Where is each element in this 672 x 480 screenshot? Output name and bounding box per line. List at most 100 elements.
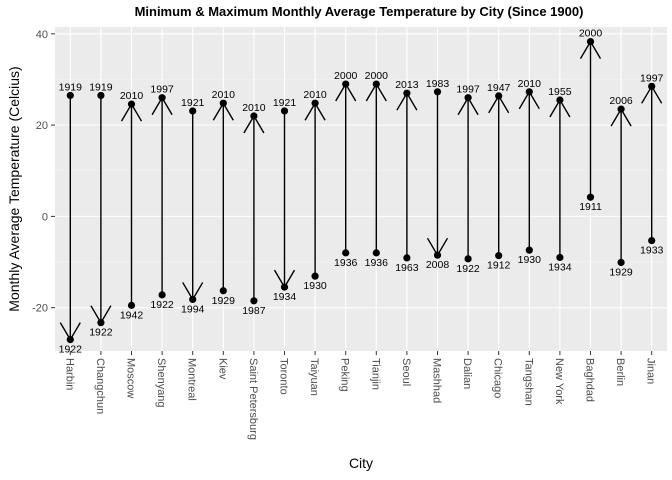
x-tick-label: Taiyuan (308, 358, 320, 396)
x-tick-label: Montreal (186, 358, 198, 401)
data-marks: 1919 1922 1919 1922 2010 1942 1997 1922 1921 1994… (59, 28, 664, 356)
y-tick-label: 20 (36, 120, 48, 132)
min-point (464, 255, 472, 263)
x-tick-label: Mashhad (431, 358, 443, 403)
min-point (189, 295, 197, 304)
max-year-label: 2000 (579, 28, 603, 40)
max-year-label: 1997 (150, 84, 174, 96)
min-year-label: 1994 (181, 303, 205, 315)
x-tick-label: Changchun (94, 358, 106, 414)
min-point (586, 193, 595, 201)
x-tick-label: Toronto (278, 358, 290, 395)
max-year-label: 1997 (640, 72, 664, 84)
x-tick-label: Chicago (492, 358, 504, 398)
min-point (127, 301, 136, 309)
max-year-label: 2010 (212, 89, 236, 101)
x-tick-label: Kiev (216, 358, 228, 380)
max-point (311, 99, 319, 107)
max-year-label: 1921 (273, 97, 297, 109)
max-point (342, 80, 350, 88)
min-year-label: 2008 (426, 259, 450, 271)
max-point (525, 88, 533, 96)
y-axis: -20 0 20 40 (32, 29, 55, 315)
max-point (617, 105, 625, 113)
x-tick-label: Seoul (400, 358, 412, 386)
x-tick-label: Tangshan (522, 358, 534, 406)
max-year-label: 2010 (242, 102, 266, 114)
min-point (433, 251, 442, 259)
max-year-label: 2000 (365, 70, 389, 82)
min-year-label: 1936 (334, 257, 358, 269)
max-point (66, 91, 74, 100)
plot-panel (55, 27, 667, 351)
min-year-label: 1922 (89, 327, 113, 339)
max-year-label: 1919 (89, 81, 113, 93)
max-year-label: 2010 (303, 89, 327, 101)
x-tick-label: Peking (339, 358, 351, 392)
min-point (617, 258, 625, 267)
min-year-label: 1936 (365, 257, 389, 269)
max-point (648, 82, 656, 90)
min-point (525, 246, 533, 254)
y-tick-label: 0 (42, 211, 48, 223)
min-point (66, 335, 74, 344)
min-point (403, 254, 411, 262)
min-year-label: 1912 (487, 260, 511, 272)
max-year-label: 2006 (609, 95, 633, 107)
x-axis-title: City (349, 455, 373, 471)
min-year-label: 1933 (640, 245, 664, 257)
min-year-label: 1930 (303, 280, 327, 292)
max-year-label: 1947 (487, 82, 511, 94)
max-point (495, 92, 503, 100)
x-tick-label: Moscow (125, 358, 137, 398)
min-year-label: 1963 (395, 262, 419, 274)
max-year-label: 1919 (59, 81, 83, 93)
min-point (556, 253, 564, 262)
min-year-label: 1934 (548, 261, 572, 273)
x-tick-label: Jinan (645, 358, 657, 384)
min-point (311, 272, 319, 280)
max-point (97, 91, 105, 100)
min-point (158, 291, 166, 299)
max-year-label: 2010 (120, 90, 144, 102)
max-point (158, 94, 166, 102)
max-year-label: 1983 (426, 78, 450, 90)
min-year-label: 1922 (59, 344, 83, 356)
max-year-label: 1997 (456, 84, 480, 96)
max-year-label: 2013 (395, 79, 419, 91)
min-year-label: 1922 (456, 263, 480, 275)
x-tick-label: Dalian (461, 358, 473, 389)
max-point (250, 112, 258, 120)
max-point (464, 94, 472, 102)
max-point (403, 89, 411, 97)
min-year-label: 1934 (273, 291, 297, 303)
max-point (586, 38, 595, 46)
max-point (219, 99, 227, 107)
min-point (219, 287, 227, 295)
x-tick-label: Berlin (614, 358, 626, 386)
min-year-label: 1987 (242, 305, 266, 317)
x-tick-label: Harbin (63, 358, 75, 390)
min-point (250, 297, 258, 305)
max-year-label: 1955 (548, 86, 572, 98)
min-year-label: 1922 (150, 299, 174, 311)
x-tick-label: Baghdad (584, 358, 596, 402)
y-tick-label: 40 (36, 29, 48, 41)
min-point (495, 252, 503, 260)
max-year-label: 2000 (334, 70, 358, 82)
y-axis-title: Monthly Average Temperature (Celcius) (6, 66, 22, 311)
y-tick-label: -20 (32, 303, 48, 315)
min-point (342, 249, 350, 257)
x-axis: Harbin Changchun Moscow Shenyang Montreal Kie… (63, 351, 657, 440)
x-tick-label: Shenyang (155, 358, 167, 408)
min-year-label: 1929 (609, 266, 633, 278)
max-point (189, 107, 197, 115)
min-point (648, 236, 656, 245)
minor-grid (55, 79, 667, 263)
min-year-label: 1942 (120, 309, 144, 321)
min-year-label: 1911 (579, 201, 602, 213)
max-year-label: 1921 (181, 97, 205, 109)
max-point (372, 80, 380, 88)
min-point (372, 249, 380, 257)
